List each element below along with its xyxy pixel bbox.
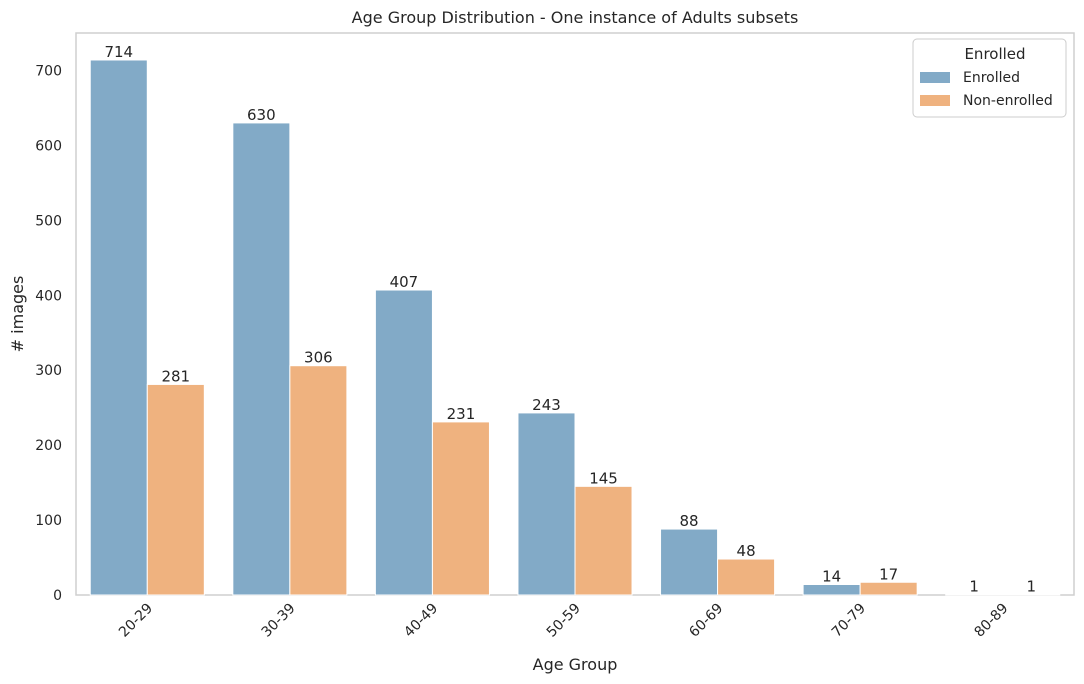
legend-swatch-enrolled: [920, 72, 950, 83]
bar-value-label: 145: [589, 469, 618, 487]
legend-title: Enrolled: [964, 45, 1025, 63]
legend-swatch-non-enrolled: [920, 95, 950, 106]
bar-value-label: 306: [304, 349, 333, 367]
bar-value-label: 48: [737, 542, 756, 560]
bars-group: [89, 59, 1061, 596]
x-tick-label: 30-39: [259, 601, 299, 641]
bar-value-label: 88: [680, 512, 699, 530]
x-axis-ticks: 20-29 30-39 40-49 50-59 60-69 70-79 80-89: [116, 601, 1012, 641]
y-tick-label: 0: [53, 588, 62, 604]
bar-non-enrolled-20-29: [146, 383, 205, 596]
x-axis-label: Age Group: [533, 655, 618, 674]
bar-value-label: 630: [247, 106, 276, 124]
legend: Enrolled Enrolled Non-enrolled: [912, 38, 1067, 118]
bar-value-labels: 714 630 407 243 88 14 1 281 306 231 145 48 17 1: [104, 43, 1036, 595]
bar-non-enrolled-30-39: [289, 365, 348, 596]
legend-label-non-enrolled: Non-enrolled: [963, 93, 1053, 109]
bar-non-enrolled-50-59: [574, 485, 633, 596]
bar-value-label: 281: [161, 367, 190, 385]
y-tick-label: 200: [35, 438, 62, 454]
y-tick-label: 400: [35, 288, 62, 304]
x-tick-label: 40-49: [401, 601, 441, 641]
bar-enrolled-50-59: [517, 412, 576, 596]
legend-label-enrolled: Enrolled: [963, 70, 1020, 86]
bar-enrolled-30-39: [232, 122, 291, 596]
x-tick-label: 80-89: [971, 601, 1011, 641]
x-tick-label: 70-79: [829, 601, 869, 641]
bar-non-enrolled-40-49: [431, 421, 490, 596]
y-tick-label: 600: [35, 138, 62, 154]
bar-value-label: 714: [104, 43, 133, 61]
legend-box: [912, 38, 1067, 118]
x-tick-label: 50-59: [544, 601, 584, 641]
bar-enrolled-20-29: [89, 59, 148, 596]
bar-value-label: 14: [822, 568, 841, 586]
y-tick-label: 100: [35, 513, 62, 529]
bar-enrolled-70-79: [802, 584, 861, 596]
bar-enrolled-60-69: [660, 528, 719, 596]
bar-enrolled-40-49: [374, 289, 433, 596]
y-tick-label: 700: [35, 63, 62, 79]
x-tick-label: 60-69: [686, 601, 726, 641]
y-tick-label: 300: [35, 363, 62, 379]
bar-non-enrolled-80-89: [1002, 593, 1061, 596]
bar-value-label: 231: [447, 405, 476, 423]
bar-non-enrolled-60-69: [717, 558, 776, 596]
x-tick-label: 20-29: [116, 601, 156, 641]
bar-value-label: 1: [1026, 577, 1036, 595]
bar-value-label: 407: [390, 273, 419, 291]
y-axis-label: # images: [8, 276, 27, 353]
y-axis-ticks: 0 100 200 300 400 500 600 700: [35, 63, 62, 604]
y-tick-label: 500: [35, 213, 62, 229]
bar-value-label: 1: [969, 577, 979, 595]
chart-title: Age Group Distribution - One instance of…: [352, 8, 799, 27]
bar-value-label: 243: [532, 396, 561, 414]
bar-non-enrolled-70-79: [859, 581, 918, 596]
bar-value-label: 17: [879, 565, 898, 583]
